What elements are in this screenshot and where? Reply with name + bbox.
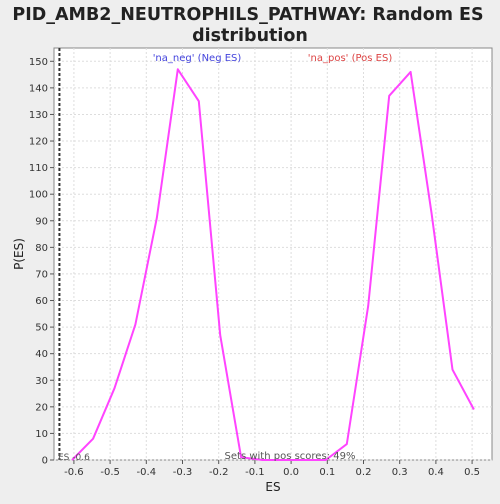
pos-es-label: 'na_pos' (Pos ES) xyxy=(308,53,393,64)
y-tick-label: 20 xyxy=(35,402,48,413)
y-tick-label: 120 xyxy=(29,137,48,148)
y-tick-label: 150 xyxy=(29,57,48,68)
x-tick-label: -0.5 xyxy=(100,467,120,478)
y-tick-label: 10 xyxy=(35,429,48,440)
es-marker-label: ES -0.6 xyxy=(58,453,90,463)
x-tick-label: -0.2 xyxy=(209,467,229,478)
chart-title-line-1: PID_AMB2_NEUTROPHILS_PATHWAY: Random ES xyxy=(12,5,483,25)
x-axis-ticks: -0.6 -0.5 -0.4 -0.3 -0.2 -0.1 0.0 0.1 0.2 0.3 0.4 0… xyxy=(64,460,480,478)
y-axis-ticks: 0 10 20 30 40 50 60 70 80 90 100 110 120 130 140 150 xyxy=(29,57,54,467)
y-tick-label: 0 xyxy=(42,456,48,467)
y-tick-label: 70 xyxy=(35,269,48,280)
chart-title-line-2: distribution xyxy=(192,26,308,46)
x-tick-label: 0.5 xyxy=(464,467,480,478)
series-line xyxy=(71,68,475,461)
x-tick-label: -0.6 xyxy=(64,467,84,478)
y-tick-label: 110 xyxy=(29,163,48,174)
y-tick-label: 40 xyxy=(35,349,48,360)
y-axis-label: P(ES) xyxy=(12,238,26,270)
y-tick-label: 50 xyxy=(35,323,48,334)
y-tick-label: 90 xyxy=(35,216,48,227)
x-tick-label: -0.1 xyxy=(245,467,265,478)
grid-lines xyxy=(54,48,492,461)
x-tick-label: 0.2 xyxy=(356,467,372,478)
y-tick-label: 100 xyxy=(29,190,48,201)
x-tick-label: -0.4 xyxy=(137,467,157,478)
x-tick-label: 0.0 xyxy=(283,467,299,478)
x-tick-label: -0.3 xyxy=(173,467,193,478)
x-axis-label: ES xyxy=(265,480,280,494)
pos-scores-label: Sets with pos scores: 49% xyxy=(225,451,356,462)
neg-es-label: 'na_neg' (Neg ES) xyxy=(153,53,242,64)
y-tick-label: 80 xyxy=(35,243,48,254)
y-tick-label: 130 xyxy=(29,110,48,121)
x-tick-label: 0.1 xyxy=(319,467,335,478)
y-tick-label: 140 xyxy=(29,83,48,94)
y-tick-label: 60 xyxy=(35,296,48,307)
plot-area xyxy=(53,47,493,461)
y-tick-label: 30 xyxy=(35,376,48,387)
x-tick-label: 0.4 xyxy=(428,467,444,478)
x-tick-label: 0.3 xyxy=(392,467,408,478)
